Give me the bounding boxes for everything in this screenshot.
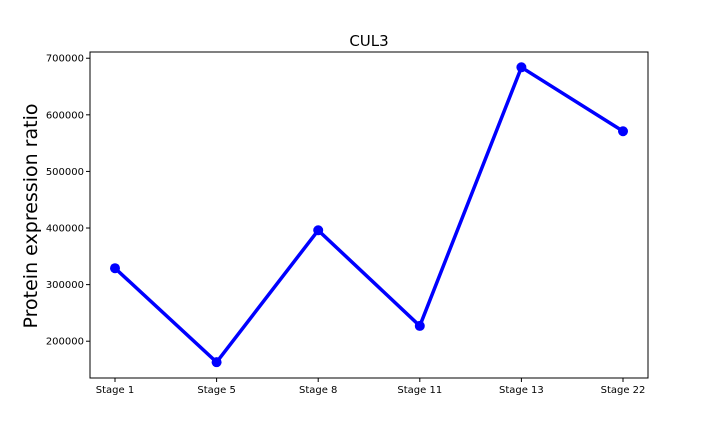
plot-area-frame bbox=[89, 51, 649, 379]
series-layer bbox=[110, 62, 628, 368]
data-point bbox=[414, 320, 425, 331]
x-tick-label: Stage 22 bbox=[601, 385, 646, 396]
y-tick-label: 600000 bbox=[46, 110, 84, 121]
x-axis: Stage 1 Stage 5 Stage 8 Stage 11 Stage 13 Sta… bbox=[96, 378, 646, 396]
y-tick-label: 400000 bbox=[46, 224, 84, 235]
data-point bbox=[618, 126, 628, 137]
y-tick-label: 300000 bbox=[46, 280, 84, 291]
x-tick-label: Stage 1 bbox=[96, 385, 134, 396]
chart-title: CUL3 bbox=[349, 32, 388, 50]
data-point bbox=[211, 357, 222, 368]
series-line bbox=[113, 64, 624, 365]
data-point bbox=[313, 225, 324, 236]
y-tick-label: 500000 bbox=[46, 167, 84, 178]
x-tick-label: Stage 13 bbox=[499, 385, 544, 396]
y-axis-label: Protein expression ratio bbox=[20, 104, 42, 329]
data-point bbox=[110, 263, 120, 274]
y-axis: 200000 300000 400000 500000 600000 700000 bbox=[46, 54, 90, 348]
x-tick-label: Stage 11 bbox=[397, 385, 442, 396]
x-tick-label: Stage 8 bbox=[299, 385, 337, 396]
x-tick-label: Stage 5 bbox=[197, 385, 235, 396]
y-tick-label: 200000 bbox=[46, 337, 84, 348]
data-point bbox=[516, 62, 527, 73]
y-tick-label: 700000 bbox=[46, 54, 84, 65]
